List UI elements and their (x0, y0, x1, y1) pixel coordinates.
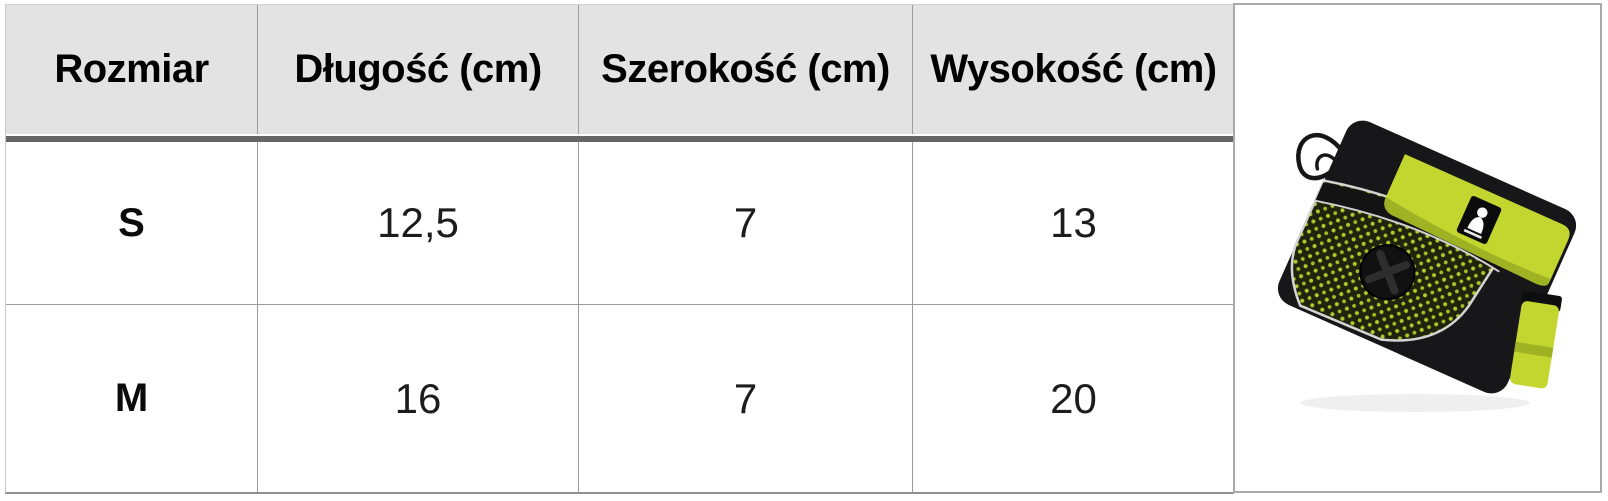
brand-patch (1456, 195, 1502, 244)
column-header-wysokosc: Wysokość (cm) (913, 5, 1234, 134)
product-photo (1277, 120, 1577, 412)
height-value: 20 (913, 305, 1234, 492)
bag-shadow (1300, 394, 1530, 412)
header-divider-bar (6, 136, 1234, 142)
height-value: 13 (913, 142, 1234, 304)
column-header-szerokosc: Szerokość (cm) (579, 5, 913, 134)
reflective-piping (1315, 199, 1500, 273)
brand-dog-icon (1467, 217, 1484, 234)
length-value: 16 (258, 305, 579, 492)
length-value: 12,5 (258, 142, 579, 304)
width-value: 7 (579, 142, 913, 304)
size-label: M (6, 305, 258, 492)
flap-shade (1384, 197, 1551, 286)
side-strap (1510, 290, 1562, 389)
table-row-size-s: S 12,5 7 13 (6, 142, 1234, 305)
header-gap (6, 134, 1234, 136)
drawstring-cord (1296, 132, 1345, 181)
product-photo-frame (1233, 3, 1602, 493)
size-label: S (6, 142, 258, 304)
brand-wordmark (1463, 228, 1483, 240)
table-row-size-m: M 16 7 20 (6, 305, 1234, 492)
brand-dog-icon (1477, 207, 1488, 218)
dispenser-valve (1359, 244, 1416, 301)
size-table: Rozmiar Długość (cm) Szerokość (cm) Wyso… (5, 4, 1234, 494)
table-header-row: Rozmiar Długość (cm) Szerokość (cm) Wyso… (6, 5, 1234, 134)
width-value: 7 (579, 305, 913, 492)
column-header-dlugosc: Długość (cm) (258, 5, 579, 134)
column-header-rozmiar: Rozmiar (6, 5, 258, 134)
